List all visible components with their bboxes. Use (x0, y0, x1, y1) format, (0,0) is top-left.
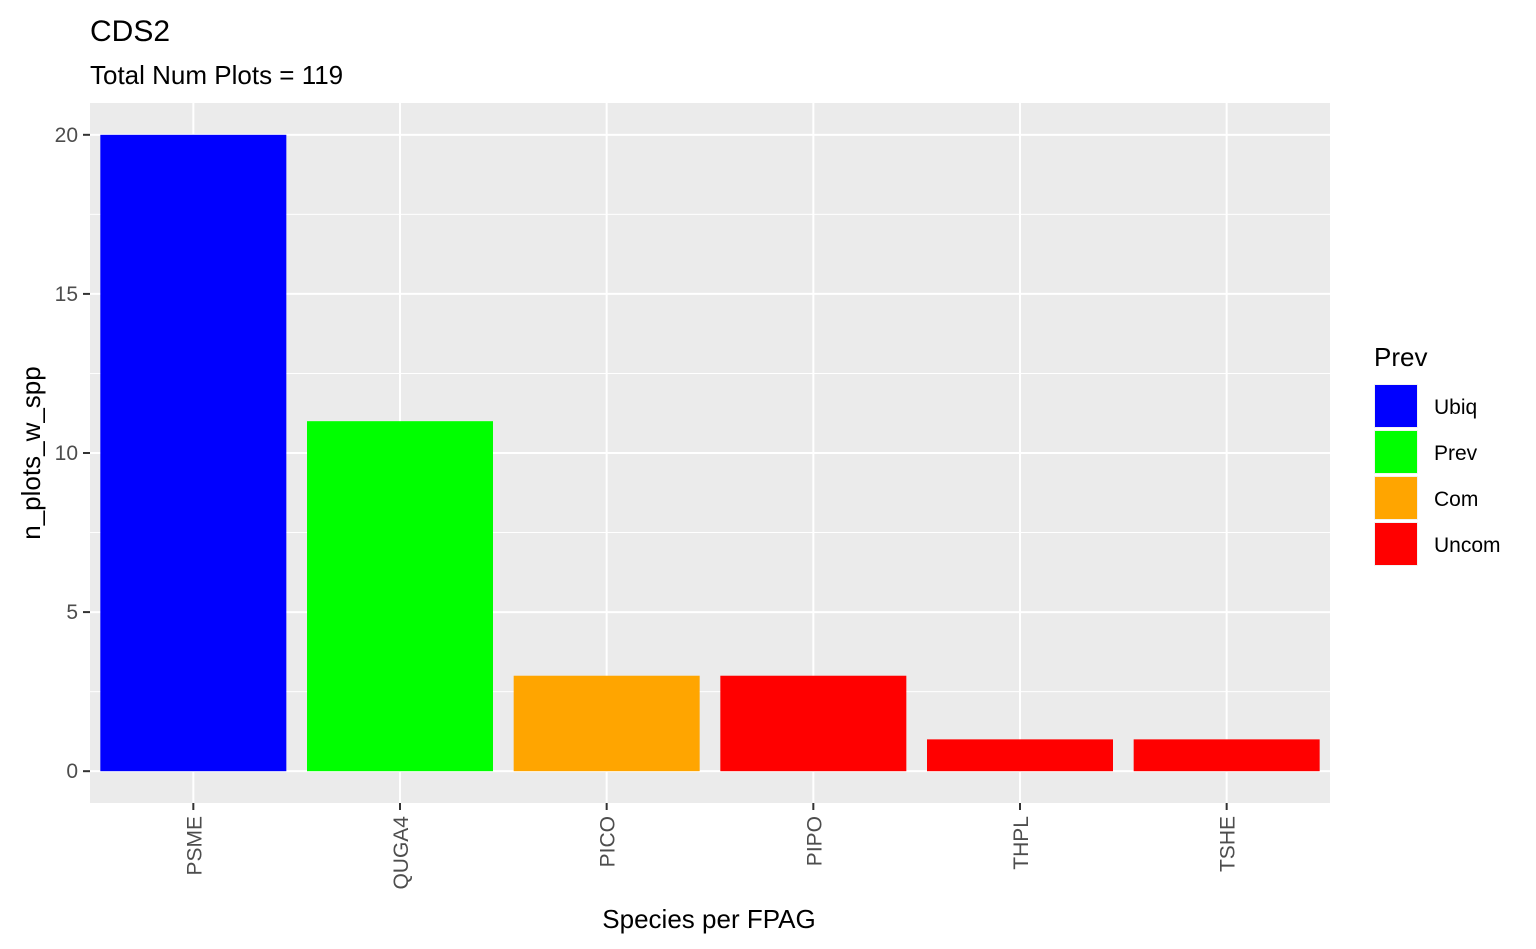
legend-swatch-prev (1375, 431, 1417, 473)
x-tick-label-thpl: THPL (1010, 816, 1033, 870)
y-axis: 0 5 10 15 20 (55, 124, 90, 783)
bar-psme (100, 134, 287, 772)
legend: Prev Ubiq Prev Com Uncom (1374, 342, 1501, 566)
x-tick-label-pico: PICO (597, 816, 620, 867)
y-tick-label: 0 (66, 760, 78, 783)
y-axis-title: n_plots_w_spp (16, 366, 46, 539)
y-tick-label: 15 (55, 283, 78, 306)
chart-subtitle: Total Num Plots = 119 (90, 60, 343, 90)
x-tick-label-pipo: PIPO (803, 816, 826, 866)
bar-quga4 (307, 421, 493, 772)
legend-swatch-ubiq (1375, 385, 1417, 427)
y-tick-label: 20 (55, 124, 78, 147)
legend-swatch-uncom (1375, 523, 1417, 565)
legend-label-uncom: Uncom (1434, 534, 1501, 557)
x-axis-title: Species per FPAG (602, 904, 815, 934)
x-tick-label-psme: PSME (183, 816, 206, 876)
x-tick-label-tshe: TSHE (1217, 816, 1240, 872)
chart-title: CDS2 (90, 15, 170, 48)
y-tick-label: 5 (66, 601, 78, 624)
legend-title: Prev (1374, 342, 1427, 372)
bar-pico (513, 675, 700, 772)
legend-label-com: Com (1434, 488, 1478, 511)
legend-label-prev: Prev (1434, 442, 1478, 465)
x-axis: PSME QUGA4 PICO PIPO THPL TSHE (183, 803, 1240, 890)
bars (100, 134, 1320, 772)
y-tick-label: 10 (55, 442, 78, 465)
legend-label-ubiq: Ubiq (1434, 396, 1477, 419)
legend-swatch-com (1375, 477, 1417, 519)
x-tick-label-quga4: QUGA4 (390, 816, 413, 890)
bar-thpl (927, 739, 1113, 772)
bar-pipo (720, 675, 907, 772)
bar-tshe (1133, 739, 1320, 772)
